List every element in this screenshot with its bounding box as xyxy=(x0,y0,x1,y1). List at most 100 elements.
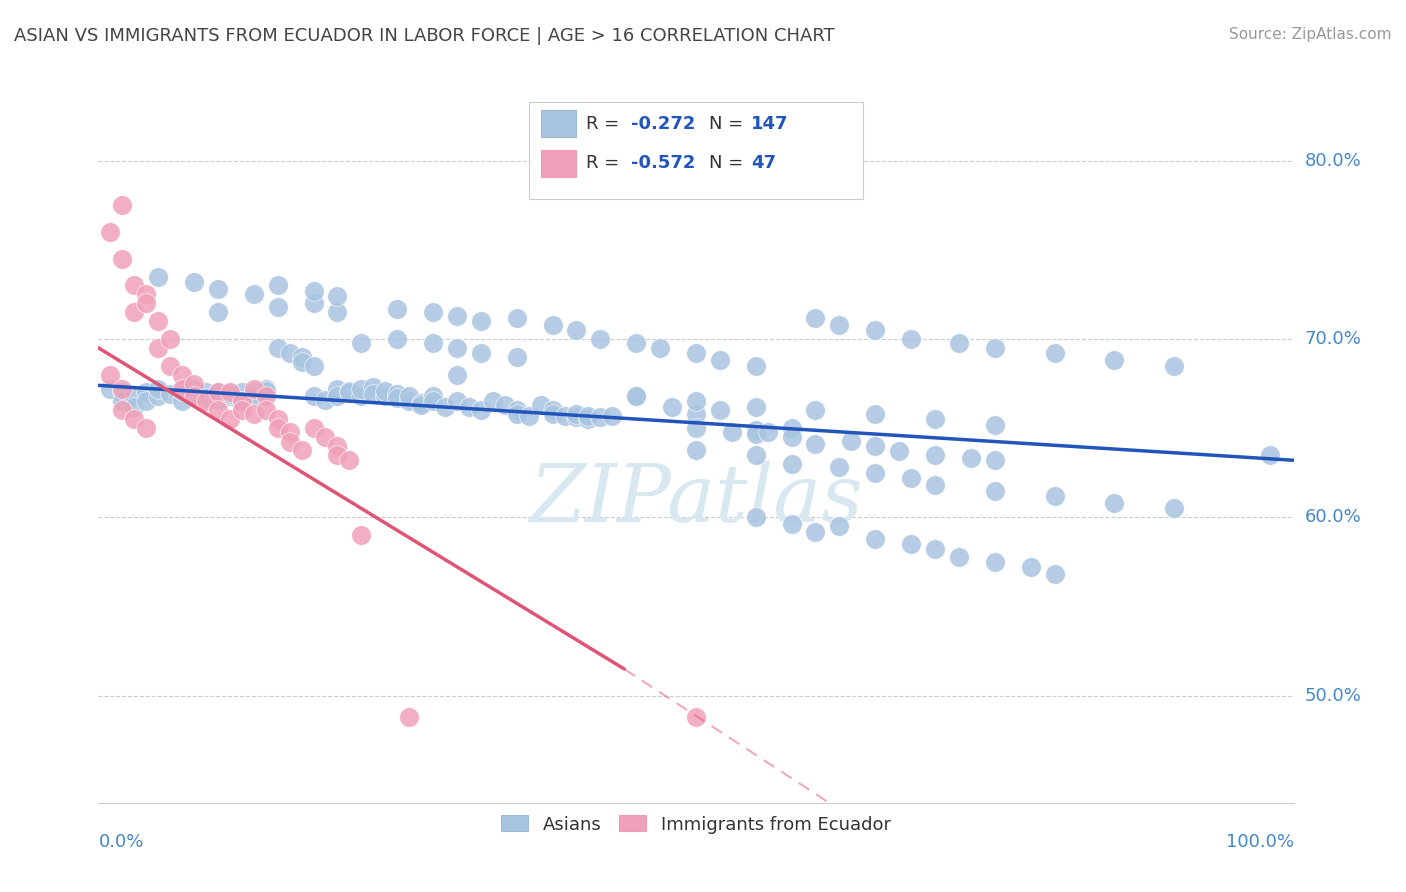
Text: 50.0%: 50.0% xyxy=(1305,687,1361,705)
Point xyxy=(231,394,253,409)
Point xyxy=(685,407,707,421)
Point xyxy=(780,421,803,435)
Point xyxy=(124,305,146,319)
Point xyxy=(889,444,911,458)
Point xyxy=(984,483,1007,498)
Point xyxy=(589,332,612,346)
Point xyxy=(422,305,444,319)
Point xyxy=(470,346,492,360)
Point xyxy=(865,407,887,421)
Point xyxy=(207,392,229,407)
Point xyxy=(339,384,361,398)
Point xyxy=(278,346,301,360)
FancyBboxPatch shape xyxy=(529,102,863,200)
Point xyxy=(124,400,146,414)
Point xyxy=(984,417,1007,432)
Point xyxy=(219,412,242,426)
Point xyxy=(984,555,1007,569)
Text: N =: N = xyxy=(709,115,749,133)
Point xyxy=(828,519,851,533)
Point xyxy=(254,389,277,403)
Point xyxy=(685,346,707,360)
Point xyxy=(243,389,266,403)
Point xyxy=(302,421,325,435)
Point xyxy=(626,335,648,350)
Point xyxy=(1043,489,1066,503)
Point xyxy=(207,385,229,400)
Point xyxy=(326,448,349,462)
Point xyxy=(278,435,301,450)
Point xyxy=(541,403,564,417)
Point xyxy=(183,275,205,289)
Point xyxy=(124,412,146,426)
Point xyxy=(267,278,290,293)
Point xyxy=(172,368,194,382)
Point xyxy=(828,460,851,475)
Point xyxy=(124,278,146,293)
Point xyxy=(446,309,468,323)
Text: 0.0%: 0.0% xyxy=(98,833,143,851)
Text: R =: R = xyxy=(586,115,626,133)
Text: 60.0%: 60.0% xyxy=(1305,508,1361,526)
Point xyxy=(470,403,492,417)
Point xyxy=(398,710,420,724)
Point xyxy=(745,400,768,414)
Point xyxy=(243,407,266,421)
Point xyxy=(578,409,600,423)
Point xyxy=(865,439,887,453)
Point xyxy=(207,385,229,400)
Point xyxy=(626,389,648,403)
Point xyxy=(315,430,337,444)
Point xyxy=(326,439,349,453)
Point xyxy=(685,442,707,457)
Point xyxy=(506,310,529,325)
Point xyxy=(422,335,444,350)
Point xyxy=(302,296,325,310)
Point xyxy=(506,407,529,421)
Point xyxy=(159,359,181,373)
Point xyxy=(207,305,229,319)
Point xyxy=(745,448,768,462)
Point xyxy=(422,394,444,409)
Point xyxy=(865,466,887,480)
Point xyxy=(326,382,349,396)
Point xyxy=(1043,346,1066,360)
Point xyxy=(865,532,887,546)
Point xyxy=(948,335,970,350)
Text: Source: ZipAtlas.com: Source: ZipAtlas.com xyxy=(1229,27,1392,42)
Point xyxy=(385,387,409,401)
Point xyxy=(804,310,827,325)
Text: 147: 147 xyxy=(751,115,789,133)
Point xyxy=(326,289,349,303)
Point xyxy=(267,300,290,314)
Point xyxy=(326,389,349,403)
Point xyxy=(374,384,396,398)
Point xyxy=(159,332,181,346)
Point xyxy=(98,382,122,396)
Point xyxy=(374,389,396,403)
Point xyxy=(385,301,409,316)
Point xyxy=(446,341,468,355)
Point xyxy=(243,382,266,396)
Point xyxy=(267,421,290,435)
Point xyxy=(219,387,242,401)
Point xyxy=(207,282,229,296)
Point xyxy=(541,407,564,421)
Point xyxy=(148,269,170,284)
Point xyxy=(924,412,946,426)
Point xyxy=(756,425,779,439)
Point xyxy=(709,403,731,417)
Point xyxy=(745,510,768,524)
Point xyxy=(148,382,170,396)
Point xyxy=(446,368,468,382)
Point xyxy=(111,382,134,396)
Point xyxy=(602,409,624,423)
Point xyxy=(1104,353,1126,368)
Point xyxy=(302,359,325,373)
Point xyxy=(291,350,314,364)
Point xyxy=(565,410,588,425)
Point xyxy=(1163,501,1185,516)
Text: N =: N = xyxy=(709,154,749,172)
Point xyxy=(900,471,922,485)
Point xyxy=(363,380,385,394)
